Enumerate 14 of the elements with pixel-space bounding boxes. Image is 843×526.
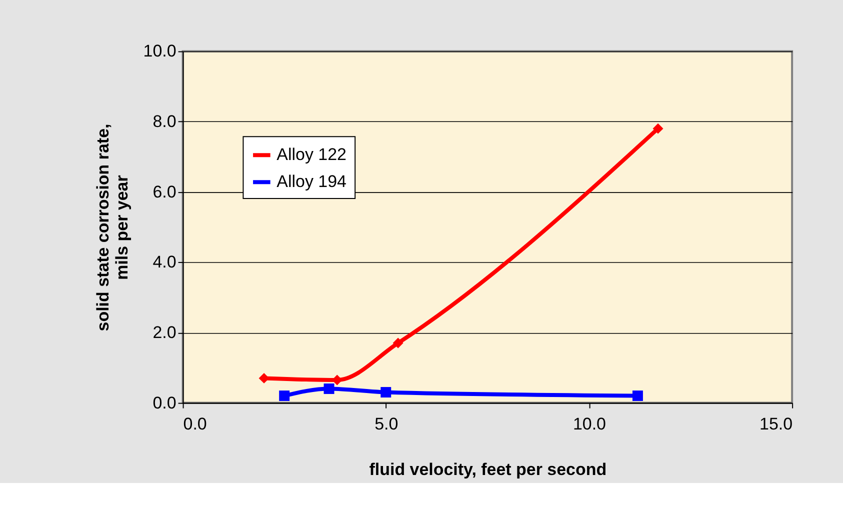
x-axis-title: fluid velocity, feet per second (369, 460, 607, 480)
x-tick-label: 0.0 (183, 414, 207, 434)
y-tick-label: 4.0 (152, 252, 176, 272)
y-tick-label: 2.0 (152, 322, 176, 342)
x-tick-label: 10.0 (572, 414, 606, 434)
x-tick-label: 15.0 (760, 414, 793, 434)
legend-label: Alloy 122 (276, 145, 346, 164)
y-tick-label: 6.0 (152, 182, 176, 202)
y-axis-title: solid state corrosion rate, mils per year (93, 124, 132, 332)
x-tick-label: 5.0 (374, 414, 398, 434)
y-tick-label: 8.0 (152, 112, 176, 132)
legend-label: Alloy 194 (276, 172, 346, 192)
y-tick-label: 10.0 (143, 42, 176, 61)
y-tick-label: 0.0 (152, 393, 176, 412)
